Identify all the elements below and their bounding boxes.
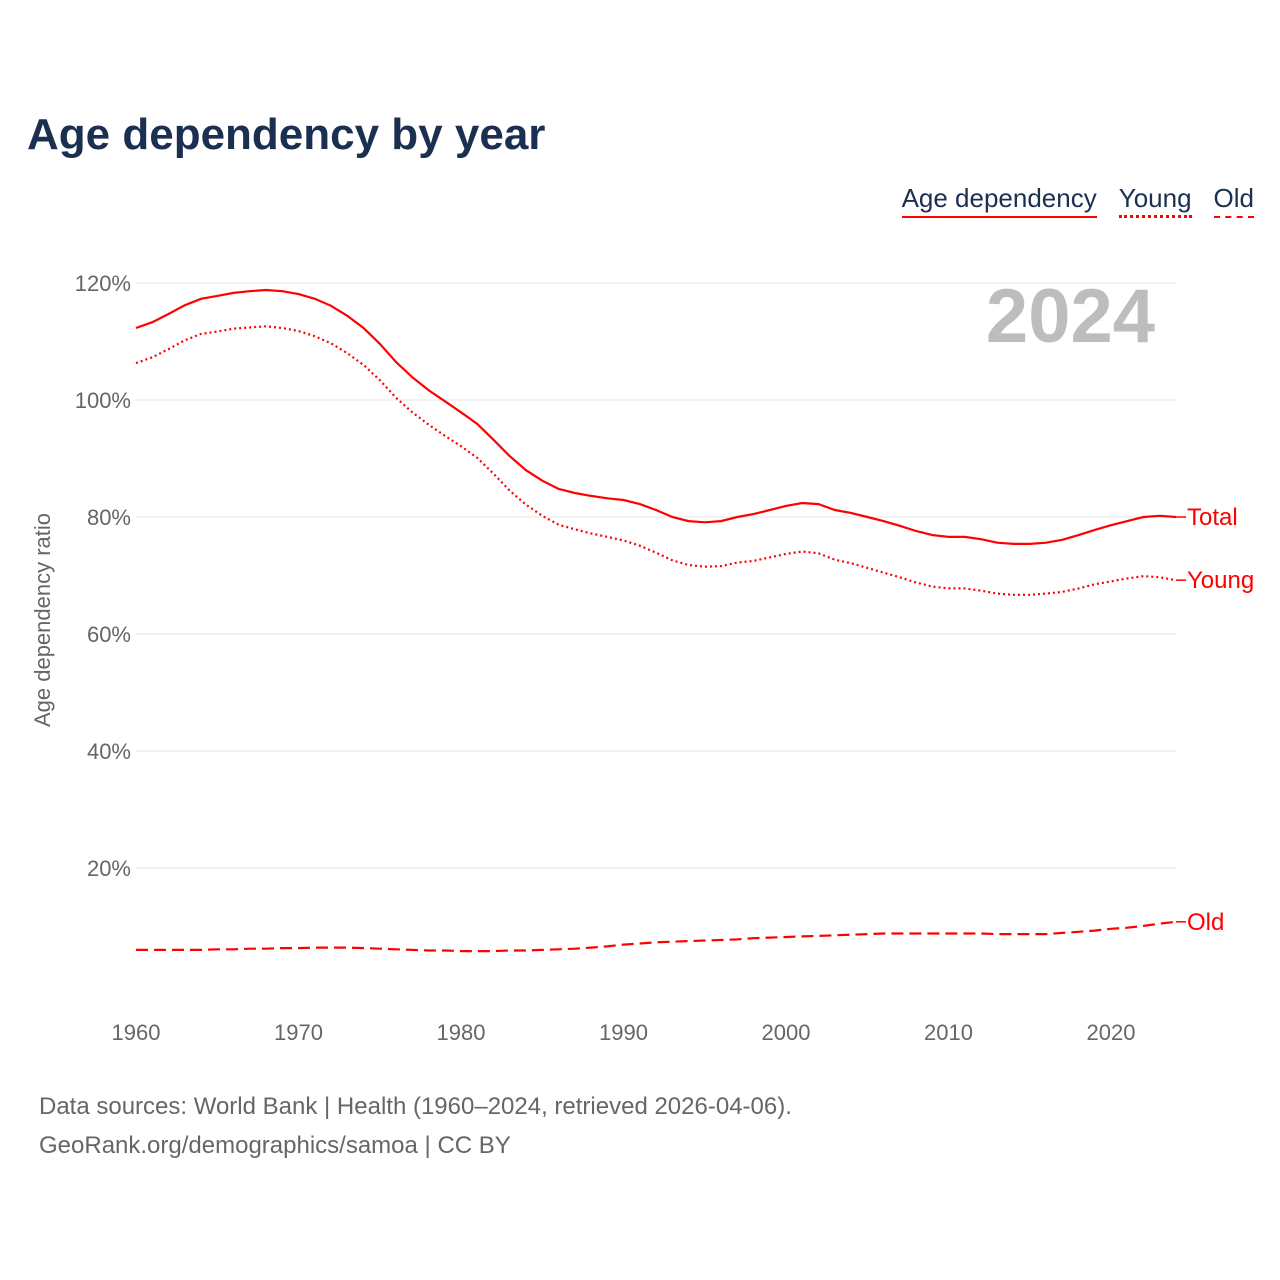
x-tick-label: 2020 (1087, 1020, 1136, 1045)
data-source-text: Data sources: World Bank | Health (1960–… (39, 1093, 792, 1120)
series-line-old (136, 920, 1177, 953)
legend-item-age-dependency[interactable]: Age dependency (901, 183, 1097, 218)
series-end-label: Young (1187, 567, 1254, 594)
y-tick-label: 20% (87, 856, 131, 881)
x-tick-label: 1960 (112, 1020, 161, 1045)
y-tick-label: 60% (87, 622, 131, 647)
x-tick-label: 2010 (924, 1020, 973, 1045)
x-tick-label: 1970 (274, 1020, 323, 1045)
footer: Data sources: World Bank | Health (1960–… (39, 1087, 792, 1165)
x-tick-label: 1980 (437, 1020, 486, 1045)
series-line-total (135, 288, 1177, 546)
x-tick-label: 2000 (762, 1020, 811, 1045)
line-chart: 20% 40% 60% 80% 100% 120% 1960 1970 1980 1990 2000… (30, 271, 1254, 1045)
y-tick-label: 80% (87, 505, 131, 530)
y-tick-label: 40% (87, 739, 131, 764)
y-tick-label: 100% (75, 388, 131, 413)
legend: Age dependency Young Old (901, 183, 1254, 218)
y-axis-label: Age dependency ratio (30, 513, 55, 727)
series-line-young (135, 325, 1177, 596)
legend-item-old[interactable]: Old (1213, 183, 1254, 218)
chart-title: Age dependency by year (27, 110, 546, 159)
series-end-label: Old (1187, 909, 1224, 936)
attribution-link[interactable]: GeoRank.org/demographics/samoa | CC BY (39, 1132, 511, 1159)
year-label: 2024 (986, 274, 1155, 359)
series-end-label: Total (1187, 504, 1238, 531)
x-tick-label: 1990 (599, 1020, 648, 1045)
y-tick-label: 120% (75, 271, 131, 296)
legend-item-young[interactable]: Young (1118, 183, 1192, 218)
